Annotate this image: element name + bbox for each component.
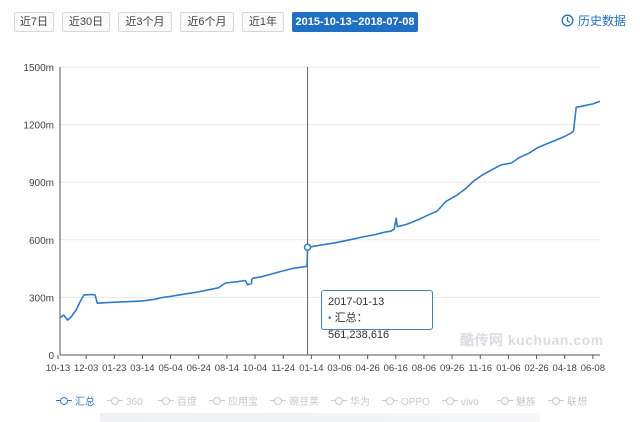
legend-line-marker-icon xyxy=(548,396,564,406)
y-tick-label: 1200m xyxy=(23,121,54,132)
legend-item-oppo[interactable]: OPPO xyxy=(382,394,430,412)
legend-item-huawei[interactable]: 华为 xyxy=(331,394,370,412)
legend-line-marker-icon xyxy=(442,396,458,406)
y-tick-label: 1500m xyxy=(23,63,54,74)
legend-item-360[interactable]: 360 xyxy=(107,394,143,412)
tooltip-series-name: 汇总 xyxy=(334,312,357,324)
tooltip-date: 2017-01-13 xyxy=(328,296,385,308)
legend-item-baidu[interactable]: 百度 xyxy=(158,394,197,412)
x-tick-label: 02-26 xyxy=(524,363,548,374)
legend-line-marker-icon xyxy=(209,396,225,406)
legend-label: vivo xyxy=(461,397,479,408)
x-tick-label: 03-14 xyxy=(130,363,154,374)
legend-label: 汇总 xyxy=(75,397,95,408)
tooltip-row: • 汇总： 561,238,616 xyxy=(328,310,426,343)
legend-line-marker-icon xyxy=(382,396,398,406)
chart-legend: 汇总 360 百度 应用宝 豌豆荚 华为 OPPO vivo 魅族 联想 xyxy=(0,394,640,412)
legend-item-yingyongbao[interactable]: 应用宝 xyxy=(209,394,258,412)
chart-tooltip: 2017-01-13 • 汇总： 561,238,616 xyxy=(321,290,433,341)
x-tick-label: 03-06 xyxy=(327,363,351,374)
legend-label: 百度 xyxy=(177,397,197,408)
tab-last-1-year[interactable]: 近1年 xyxy=(242,12,284,32)
legend-label: 华为 xyxy=(350,397,370,408)
history-clock-icon xyxy=(561,14,574,27)
y-tick-label: 600m xyxy=(29,236,54,247)
x-tick-label: 09-26 xyxy=(440,363,464,374)
x-tick-label: 10-04 xyxy=(243,363,267,374)
legend-item-wandoujia[interactable]: 豌豆荚 xyxy=(270,394,319,412)
legend-label: 豌豆荚 xyxy=(289,397,319,408)
legend-item-summary[interactable]: 汇总 xyxy=(56,394,95,412)
y-tick-label: 0 xyxy=(48,351,54,362)
legend-line-marker-icon xyxy=(56,396,72,406)
x-tick-label: 05-04 xyxy=(158,363,182,374)
x-tick-label: 06-16 xyxy=(384,363,408,374)
x-tick-label: 06-08 xyxy=(581,363,605,374)
history-data-link[interactable]: 历史数据 xyxy=(561,12,626,30)
tab-last-3-months[interactable]: 近3个月 xyxy=(118,12,172,32)
x-tick-label: 11-16 xyxy=(468,363,492,374)
legend-item-meizu[interactable]: 魅族 xyxy=(497,394,536,412)
x-tick-label: 11-24 xyxy=(271,363,295,374)
x-tick-label: 06-24 xyxy=(187,363,211,374)
x-tick-label: 01-14 xyxy=(299,363,323,374)
tab-custom-range[interactable]: 2015-10-13~2018-07-08 xyxy=(292,12,418,32)
footer-note-strip xyxy=(100,413,540,422)
x-tick-label: 08-06 xyxy=(412,363,436,374)
x-tick-label: 01-06 xyxy=(496,363,520,374)
y-tick-label: 900m xyxy=(29,178,54,189)
legend-label: 魅族 xyxy=(516,397,536,408)
tab-last-6-months[interactable]: 近6个月 xyxy=(180,12,234,32)
tab-last-7-days[interactable]: 近7日 xyxy=(14,12,54,32)
x-tick-label: 01-23 xyxy=(102,363,126,374)
x-tick-label: 04-26 xyxy=(355,363,379,374)
legend-line-marker-icon xyxy=(497,396,513,406)
kuchuan-watermark: 酷传网 kuchuan.com xyxy=(460,332,604,348)
date-range-toolbar: 近7日 近30日 近3个月 近6个月 近1年 2015-10-13~2018-0… xyxy=(0,0,640,42)
legend-label: 360 xyxy=(126,397,143,408)
legend-label: OPPO xyxy=(401,397,430,408)
legend-label: 应用宝 xyxy=(228,397,258,408)
y-tick-label: 300m xyxy=(29,293,54,304)
tooltip-value: 561,238,616 xyxy=(328,329,390,341)
legend-line-marker-icon xyxy=(107,396,123,406)
tooltip-separator: ： xyxy=(356,312,368,324)
legend-line-marker-icon xyxy=(158,396,174,406)
legend-item-vivo[interactable]: vivo xyxy=(442,394,479,412)
legend-label: 联想 xyxy=(567,397,587,408)
x-tick-label: 10-13 xyxy=(46,363,70,374)
tooltip-series-dot: • xyxy=(328,313,332,324)
legend-line-marker-icon xyxy=(270,396,286,406)
series-point-highlight xyxy=(303,243,312,252)
x-tick-label: 08-14 xyxy=(215,363,239,374)
history-data-label: 历史数据 xyxy=(577,14,626,28)
x-tick-label: 12-03 xyxy=(74,363,98,374)
legend-item-lenovo[interactable]: 联想 xyxy=(548,394,587,412)
tab-last-30-days[interactable]: 近30日 xyxy=(62,12,110,32)
legend-line-marker-icon xyxy=(331,396,347,406)
series-line-summary xyxy=(59,100,601,321)
x-tick-label: 04-18 xyxy=(553,363,577,374)
